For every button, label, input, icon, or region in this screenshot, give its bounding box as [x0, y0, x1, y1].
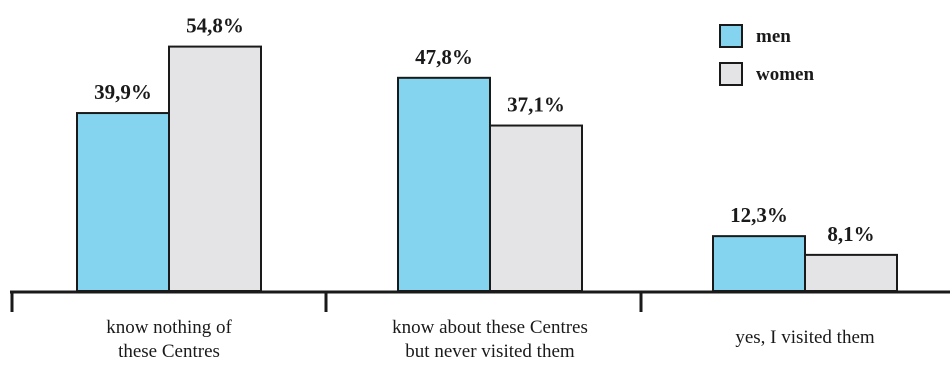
category-label-2-line-1: know about these Centres: [392, 317, 588, 338]
value-label-women-1: 54,8%: [186, 14, 244, 38]
value-label-women-3: 8,1%: [827, 222, 874, 246]
value-label-women-2: 37,1%: [507, 93, 565, 117]
value-labels-layer: 39,9% 54,8% 47,8% 37,1% 12,3% 8,1%: [94, 14, 875, 246]
bar-women-3: [804, 253, 898, 292]
x-axis: [10, 290, 950, 312]
legend: men women: [719, 24, 814, 86]
value-label-men-2: 47,8%: [415, 45, 473, 69]
bar-men-2: [397, 76, 491, 292]
legend-swatch-women: [719, 62, 743, 86]
category-label-1-line-1: know nothing of: [106, 317, 232, 338]
legend-label-women: women: [756, 64, 814, 85]
value-label-men-1: 39,9%: [94, 80, 152, 104]
value-label-men-3: 12,3%: [730, 203, 788, 227]
bar-men-1: [76, 112, 170, 292]
category-label-3-line-1: yes, I visited them: [735, 327, 875, 348]
bar-women-1: [168, 45, 262, 293]
legend-swatch-men: [719, 24, 743, 48]
category-label-1-line-2: these Centres: [118, 341, 220, 362]
bar-women-2: [489, 124, 583, 292]
category-label-2-line-2: but never visited them: [405, 341, 575, 362]
category-labels-layer: know nothing of these Centres know about t…: [106, 317, 875, 362]
bar-men-3: [712, 235, 806, 292]
legend-label-men: men: [756, 26, 791, 47]
bars-layer: [76, 45, 898, 293]
